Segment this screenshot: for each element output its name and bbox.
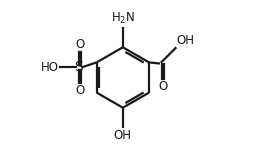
Text: O: O bbox=[75, 84, 84, 97]
Text: OH: OH bbox=[176, 34, 194, 47]
Text: O: O bbox=[75, 38, 84, 51]
Text: HO: HO bbox=[41, 61, 59, 74]
Text: OH: OH bbox=[113, 129, 131, 142]
Text: O: O bbox=[157, 80, 167, 93]
Text: H$_2$N: H$_2$N bbox=[110, 11, 134, 26]
Text: S: S bbox=[74, 60, 83, 74]
